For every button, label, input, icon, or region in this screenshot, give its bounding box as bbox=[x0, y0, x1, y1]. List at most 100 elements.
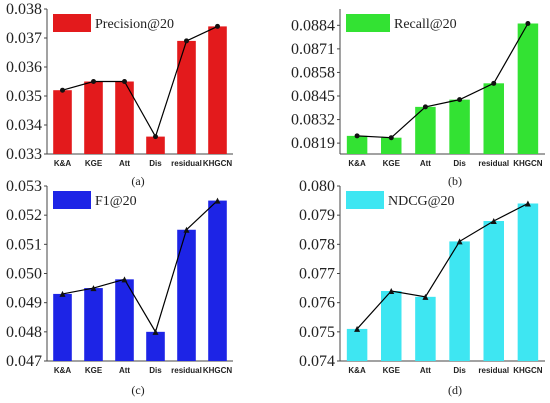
trend-marker bbox=[524, 200, 531, 207]
trend-line bbox=[356, 202, 529, 330]
bar bbox=[53, 293, 72, 361]
trend-marker bbox=[354, 325, 361, 332]
x-tick-label: K&A bbox=[54, 159, 72, 168]
trend-marker bbox=[457, 97, 463, 103]
y-tick-label: 0.037 bbox=[6, 30, 42, 47]
trend-marker bbox=[60, 87, 65, 93]
panel-caption: (d) bbox=[448, 383, 462, 397]
legend-swatch bbox=[53, 191, 91, 209]
x-tick-label: KGE bbox=[85, 366, 103, 375]
panel-caption: (c) bbox=[131, 383, 144, 397]
bar bbox=[146, 331, 165, 361]
trend-line bbox=[357, 23, 529, 139]
y-tick-label: 0.050 bbox=[6, 266, 42, 283]
bar bbox=[517, 203, 539, 361]
bar bbox=[53, 90, 72, 154]
trend-marker bbox=[153, 134, 158, 140]
trend-marker bbox=[91, 79, 96, 84]
bar bbox=[449, 241, 470, 361]
trend-marker bbox=[456, 238, 463, 245]
y-tick-label: 0.075 bbox=[299, 324, 335, 341]
trend-marker bbox=[122, 79, 127, 84]
bar bbox=[115, 81, 134, 154]
bar bbox=[177, 40, 196, 154]
legend-label: NDCG@20 bbox=[388, 194, 455, 209]
x-tick-label: Dis bbox=[453, 366, 466, 375]
y-tick-label: 0.077 bbox=[299, 266, 335, 283]
chart-panel-1: 0.033 0.034 0.035 0.036 0.037 0.038 K&A KGE Att D… bbox=[6, 1, 233, 188]
legend-label: F1@20 bbox=[95, 194, 137, 209]
bar bbox=[381, 137, 402, 154]
x-tick-label: Dis bbox=[149, 366, 162, 375]
trend-marker bbox=[354, 133, 360, 139]
bar bbox=[115, 279, 134, 361]
bar bbox=[381, 291, 402, 361]
trend-marker bbox=[59, 290, 66, 297]
x-tick-label: Att bbox=[119, 159, 130, 168]
x-tick-label: residual bbox=[171, 366, 202, 375]
x-tick-label: KHGCN bbox=[203, 366, 233, 375]
chart-panel-3: 0.047 0.048 0.049 0.050 0.051 0.052 0.053 K&A KG… bbox=[6, 178, 233, 397]
bar bbox=[346, 135, 368, 154]
y-tick-label: 0.049 bbox=[6, 295, 42, 312]
chart-panel-2: 0.0819 0.0832 0.0845 0.0858 0.0871 0.0884 K&A K… bbox=[291, 9, 545, 188]
x-tick-label: K&A bbox=[54, 366, 72, 375]
trend-marker bbox=[388, 288, 395, 294]
legend-swatch bbox=[53, 14, 91, 32]
x-tick-label: KHGCN bbox=[513, 366, 543, 375]
y-tick-label: 0.053 bbox=[6, 178, 42, 195]
x-tick-label: KHGCN bbox=[203, 159, 233, 168]
x-tick-label: residual bbox=[478, 159, 509, 168]
x-tick-label: KHGCN bbox=[513, 159, 543, 168]
trend-marker bbox=[121, 276, 128, 283]
x-tick-label: residual bbox=[171, 159, 202, 168]
trend-marker bbox=[90, 285, 97, 292]
bar bbox=[483, 221, 504, 361]
y-tick-label: 0.0884 bbox=[291, 17, 335, 34]
y-tick-label: 0.047 bbox=[6, 353, 42, 370]
bar bbox=[415, 106, 436, 154]
y-tick-label: 0.0832 bbox=[291, 112, 335, 129]
bar bbox=[146, 136, 165, 154]
bar bbox=[517, 23, 539, 154]
trend-marker bbox=[183, 226, 190, 233]
x-tick-label: Dis bbox=[453, 159, 466, 168]
trend-marker bbox=[214, 197, 221, 204]
bar bbox=[483, 83, 504, 154]
y-tick-label: 0.079 bbox=[299, 207, 335, 224]
bar bbox=[84, 288, 103, 361]
x-tick-label: K&A bbox=[348, 159, 366, 168]
trend-marker bbox=[491, 80, 497, 86]
x-tick-label: Att bbox=[420, 366, 431, 375]
legend-label: Precision@20 bbox=[95, 17, 174, 32]
y-tick-label: 0.0819 bbox=[291, 135, 335, 152]
bar bbox=[208, 200, 227, 361]
y-tick-label: 0.080 bbox=[299, 178, 335, 195]
trend-marker bbox=[388, 135, 394, 141]
trend-line bbox=[62, 25, 218, 139]
bar bbox=[346, 328, 368, 361]
y-tick-label: 0.074 bbox=[299, 353, 335, 370]
y-tick-label: 0.076 bbox=[299, 295, 335, 312]
bar bbox=[208, 26, 227, 154]
y-tick-label: 0.033 bbox=[6, 146, 42, 163]
y-tick-label: 0.0845 bbox=[291, 88, 335, 105]
x-tick-label: Dis bbox=[149, 159, 162, 168]
y-tick-label: 0.0858 bbox=[291, 64, 335, 81]
x-tick-label: K&A bbox=[348, 366, 366, 375]
bar bbox=[84, 81, 103, 154]
x-tick-label: Att bbox=[119, 366, 130, 375]
y-tick-label: 0.035 bbox=[6, 88, 42, 105]
y-tick-label: 0.038 bbox=[6, 1, 42, 18]
trend-marker bbox=[184, 38, 189, 44]
panel-caption: (b) bbox=[448, 174, 462, 188]
trend-marker bbox=[215, 23, 220, 29]
y-tick-label: 0.052 bbox=[6, 207, 42, 224]
y-tick-label: 0.051 bbox=[6, 236, 42, 253]
trend-line bbox=[62, 200, 218, 334]
trend-marker bbox=[525, 21, 531, 26]
y-tick-label: 0.036 bbox=[6, 59, 42, 76]
x-tick-label: KGE bbox=[383, 159, 401, 168]
y-tick-label: 0.048 bbox=[6, 324, 42, 341]
